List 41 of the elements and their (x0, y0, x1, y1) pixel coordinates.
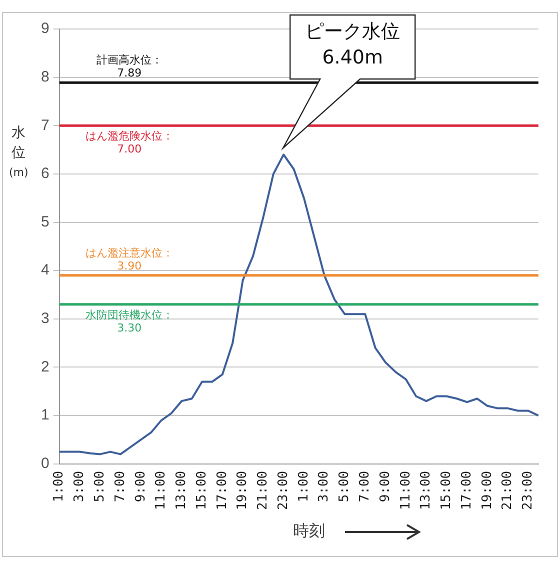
ref-line-label: 計画高水位： 7.89 (96, 54, 162, 80)
x-tick-label: 7:00 (358, 470, 372, 502)
y-tick-label: 3 (41, 310, 50, 328)
y-tick-label: 4 (41, 262, 50, 279)
y-tick-label: 1 (41, 406, 50, 424)
annotation: ピーク水位 6.40m (305, 20, 400, 68)
x-tick-label: 11:00 (398, 470, 414, 510)
x-tick-label: 21:00 (256, 470, 271, 510)
x-tick-label: 19:00 (235, 470, 250, 510)
y-axis-title: 水位(m) (9, 124, 28, 181)
y-tick-label: 9 (41, 20, 50, 38)
y-tick-label: 6 (41, 165, 50, 182)
ref-line-label: 水防団待機水位： 3.30 (85, 308, 174, 334)
x-tick-label: 21:00 (500, 470, 516, 510)
x-tick-label: 9:00 (378, 470, 393, 502)
x-tick-label: 5:00 (92, 470, 108, 502)
x-tick-label: 13:00 (174, 470, 190, 510)
x-tick-label: 23:00 (520, 470, 536, 510)
x-tick-label: 15:00 (194, 470, 210, 510)
y-tick-label: 7 (41, 116, 50, 134)
x-tick-label: 15:00 (439, 470, 454, 510)
x-tick-label: 1:00 (52, 470, 67, 502)
y-tick-label: 5 (41, 213, 50, 230)
x-tick-label: 23:00 (276, 470, 291, 510)
y-tick-label: 0 (41, 455, 50, 472)
x-tick-label: 11:00 (154, 470, 169, 510)
x-tick-label: 17:00 (214, 470, 230, 510)
ref-line-label: はん濫危険水位： 7.00 (85, 130, 174, 156)
x-tick-label: 5:00 (337, 470, 352, 502)
x-tick-label: 3:00 (72, 470, 88, 502)
x-tick-label: 9:00 (133, 470, 148, 502)
y-tick-label: 8 (41, 68, 50, 86)
ref-line-label: はん濫注意水位： 3.90 (85, 246, 174, 272)
x-tick-label: 1:00 (296, 470, 312, 502)
x-tick-label: 17:00 (459, 470, 474, 510)
x-tick-label: 19:00 (480, 470, 495, 510)
x-tick-label: 7:00 (112, 470, 128, 502)
x-axis-title: 時刻 (293, 521, 325, 542)
y-tick-label: 2 (41, 358, 50, 376)
x-tick-label: 3:00 (316, 470, 332, 502)
x-tick-label: 13:00 (418, 470, 434, 510)
